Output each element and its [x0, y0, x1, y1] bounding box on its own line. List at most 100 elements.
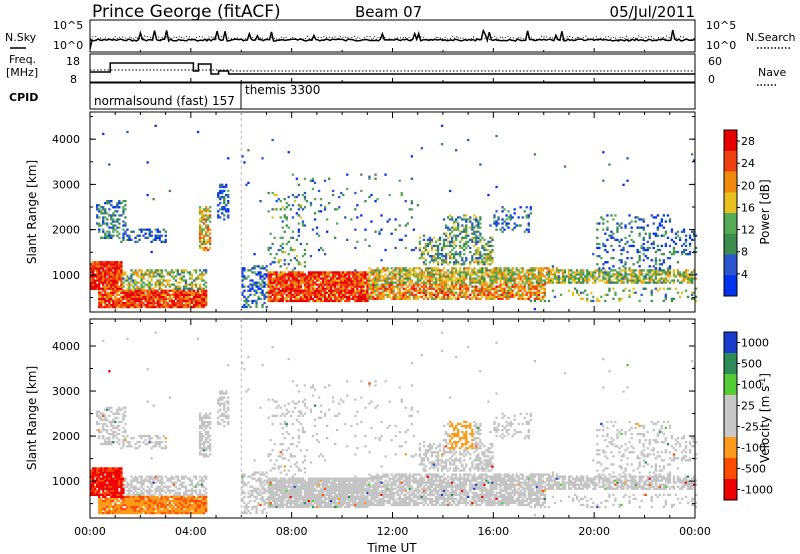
power-cell — [170, 275, 173, 278]
power-cell — [420, 271, 423, 274]
power-cell — [644, 248, 647, 252]
power-cell — [662, 226, 665, 229]
power-cell — [130, 283, 133, 286]
power-cell — [465, 240, 468, 243]
power-cell — [184, 305, 188, 309]
power-cell — [376, 287, 379, 290]
velocity-cell — [98, 428, 101, 432]
power-cell — [394, 273, 397, 276]
power-cell — [428, 279, 432, 282]
power-cell — [398, 275, 401, 278]
power-cell — [481, 267, 484, 270]
power-cell — [372, 283, 375, 286]
power-cell — [473, 261, 476, 264]
power-cell — [475, 281, 478, 284]
power-cell — [626, 240, 629, 243]
power-cell — [281, 271, 284, 274]
power-cell — [275, 253, 278, 256]
power-cell — [124, 289, 127, 292]
power-cell — [146, 297, 149, 300]
power-cell — [98, 301, 101, 305]
power-cell — [596, 222, 599, 225]
power-cell — [467, 218, 470, 221]
power-cell — [457, 222, 460, 225]
power-cell — [144, 293, 147, 296]
power-cell — [505, 273, 508, 276]
power-cell — [126, 295, 129, 298]
power-cell — [366, 293, 369, 296]
power-cell — [650, 259, 653, 262]
power-cell — [515, 291, 518, 294]
velocity-cell — [124, 499, 127, 503]
power-cell — [428, 283, 432, 286]
power-cell — [259, 287, 262, 290]
velocity-cell — [112, 483, 115, 486]
power-cell — [402, 279, 405, 282]
power-cell — [576, 281, 579, 284]
power-cell — [265, 305, 268, 309]
power-cell — [190, 297, 194, 300]
power-cell — [164, 303, 167, 307]
power-cell — [352, 283, 355, 286]
power-cell — [94, 285, 97, 288]
power-cell — [622, 281, 625, 284]
power-cell — [198, 289, 202, 292]
power-cell — [106, 263, 109, 266]
power-cell — [489, 289, 492, 292]
power-cell — [281, 273, 284, 276]
velocity-cell — [92, 483, 95, 486]
power-cell — [202, 210, 206, 213]
power-cell — [586, 293, 589, 296]
velocity-cell — [102, 443, 105, 446]
power-cell — [134, 293, 137, 296]
power-cell — [420, 291, 423, 294]
power-cell — [110, 281, 113, 284]
power-cell — [124, 279, 127, 282]
velocity-cell — [100, 477, 103, 480]
power-cell — [455, 250, 458, 254]
power-cell — [277, 277, 280, 280]
power-cell — [477, 226, 480, 229]
power-cell — [453, 279, 456, 282]
power-cell — [136, 271, 139, 274]
velocity-cell — [120, 491, 123, 494]
power-cell — [455, 220, 458, 223]
power-cell — [140, 299, 143, 303]
power-cell — [247, 303, 250, 307]
power-cell — [277, 291, 280, 294]
power-cell — [279, 208, 282, 211]
power-cell — [610, 269, 613, 272]
power-cell — [188, 277, 192, 280]
power-cell — [317, 289, 321, 292]
power-cell — [150, 271, 153, 274]
velocity-cell — [116, 479, 119, 482]
power-cell — [451, 226, 454, 229]
power-cell — [98, 261, 101, 264]
power-cell — [384, 248, 387, 252]
power-cell — [495, 279, 498, 282]
power-cell — [576, 273, 579, 276]
power-cell — [273, 287, 276, 290]
velocity-cell — [114, 471, 117, 474]
power-cell — [150, 234, 153, 237]
power-cell — [378, 279, 381, 282]
power-cell — [684, 271, 688, 274]
velocity-cell — [118, 499, 121, 503]
power-cell — [96, 275, 99, 278]
power-cell — [491, 281, 494, 284]
power-cell — [529, 289, 532, 292]
power-cell — [160, 275, 163, 278]
power-cell — [586, 297, 589, 300]
power-cell — [289, 246, 292, 250]
power-cell — [277, 289, 280, 292]
power-cell — [194, 283, 198, 286]
power-cell — [535, 267, 538, 270]
power-cell — [311, 228, 315, 231]
power-cell — [307, 281, 311, 284]
power-cell — [293, 279, 296, 282]
power-cell — [497, 273, 500, 276]
power-cell — [293, 287, 296, 290]
velocity-cell — [116, 503, 119, 507]
power-cell — [227, 193, 230, 197]
power-cell — [289, 283, 292, 286]
